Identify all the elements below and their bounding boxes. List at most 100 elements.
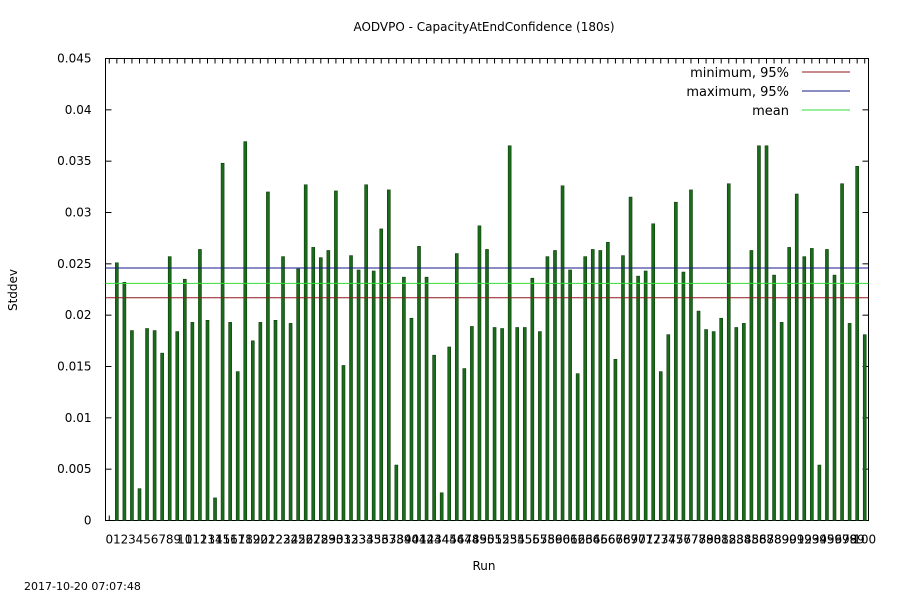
legend: minimum, 95% maximum, 95% mean <box>686 66 850 119</box>
bar <box>689 189 693 521</box>
bar <box>198 249 202 521</box>
x-tick-label: 6 <box>151 533 159 547</box>
x-tick-label: 47 <box>457 533 472 547</box>
bar <box>281 256 285 521</box>
bar <box>454 253 459 521</box>
x-tick-label: 26 <box>298 533 313 547</box>
x-tick-label: 46 <box>449 533 464 547</box>
x-tick-label: 10 <box>177 533 192 547</box>
bar <box>553 250 557 521</box>
bar <box>477 225 482 521</box>
bar <box>757 145 761 521</box>
bar <box>137 488 142 521</box>
y-axis-label: Stddev <box>6 269 20 311</box>
bar <box>674 201 678 521</box>
x-tick-label: 28 <box>313 533 328 547</box>
bar <box>417 246 421 521</box>
bar <box>704 329 708 521</box>
x-tick-label: 76 <box>676 533 691 547</box>
x-tick-label: 27 <box>306 533 321 547</box>
x-tick-label: 19 <box>245 533 260 547</box>
x-tick-label: 90 <box>782 533 797 547</box>
x-tick-label: 100 <box>853 533 876 547</box>
bar <box>386 189 391 521</box>
x-tick-label: 0 <box>105 533 113 547</box>
bar <box>364 184 368 521</box>
x-tick-label: 17 <box>230 533 245 547</box>
x-tick-label: 42 <box>419 533 434 547</box>
bar <box>273 319 278 521</box>
bar <box>681 271 686 521</box>
bar <box>666 334 671 521</box>
legend-label: minimum, 95% <box>690 66 789 81</box>
bar <box>749 250 754 521</box>
x-tick-label: 48 <box>464 533 479 547</box>
y-axis: 0 0.005 0.01 0.015 0.02 0.025 0.03 0.035 0.04 0.0… <box>57 52 869 528</box>
bar <box>779 322 784 521</box>
x-tick-label: 14 <box>207 533 222 547</box>
x-tick-label: 15 <box>215 533 230 547</box>
bar <box>590 249 595 521</box>
x-tick-label: 58 <box>540 533 555 547</box>
x-tick-label: 71 <box>638 533 653 547</box>
x-tick-label: 69 <box>623 533 638 547</box>
x-tick-label: 75 <box>668 533 683 547</box>
x-tick-label: 52 <box>494 533 509 547</box>
bar <box>394 464 399 521</box>
bar <box>485 249 489 521</box>
bar <box>311 247 316 521</box>
bar <box>810 248 814 521</box>
y-tick-label: 0.015 <box>57 360 91 374</box>
x-tick-label: 91 <box>789 533 804 547</box>
x-tick-label: 64 <box>585 533 600 547</box>
x-tick-label: 5 <box>143 533 151 547</box>
x-tick-label: 22 <box>268 533 283 547</box>
x-tick-label: 92 <box>797 533 812 547</box>
bar <box>568 269 572 521</box>
x-tick-label: 37 <box>381 533 396 547</box>
x-tick-label: 77 <box>683 533 698 547</box>
bar <box>621 255 625 521</box>
bar <box>122 282 127 521</box>
bar <box>787 247 791 521</box>
x-tick-label: 67 <box>608 533 623 547</box>
y-tick-label: 0.045 <box>57 52 91 66</box>
x-tick-label: 88 <box>766 533 781 547</box>
x-tick-label: 34 <box>358 533 373 547</box>
x-tick-label: 57 <box>532 533 547 547</box>
x-tick-label: 51 <box>487 533 502 547</box>
bar <box>711 331 716 521</box>
y-tick-label: 0.025 <box>57 257 91 271</box>
x-tick-label: 3 <box>128 533 136 547</box>
x-tick-label: 85 <box>744 533 759 547</box>
bar <box>726 183 731 521</box>
x-tick-label: 95 <box>819 533 834 547</box>
x-tick-label: 43 <box>426 533 441 547</box>
bar <box>470 326 474 521</box>
bar <box>734 327 739 521</box>
x-axis-label: Run <box>472 559 495 573</box>
bar <box>266 191 270 521</box>
x-tick-label: 81 <box>714 533 729 547</box>
bar <box>742 323 746 521</box>
x-tick-label: 31 <box>336 533 351 547</box>
bar <box>832 274 837 521</box>
x-tick-label: 59 <box>547 533 562 547</box>
bars <box>115 141 867 521</box>
x-tick-label: 53 <box>502 533 517 547</box>
x-tick-label: 32 <box>343 533 358 547</box>
reference-lines <box>105 267 869 299</box>
bar <box>183 278 187 521</box>
x-tick-label: 89 <box>774 533 789 547</box>
x-tick-label: 41 <box>411 533 426 547</box>
bar <box>447 346 452 521</box>
x-tick-label: 96 <box>827 533 842 547</box>
x-tick-label: 20 <box>253 533 268 547</box>
bar <box>326 250 331 521</box>
y-tick-label: 0.02 <box>65 308 92 322</box>
bar <box>220 162 225 521</box>
bar <box>862 334 867 521</box>
x-tick-label: 38 <box>389 533 404 547</box>
x-tick-label: 54 <box>510 533 525 547</box>
bar <box>658 371 663 521</box>
